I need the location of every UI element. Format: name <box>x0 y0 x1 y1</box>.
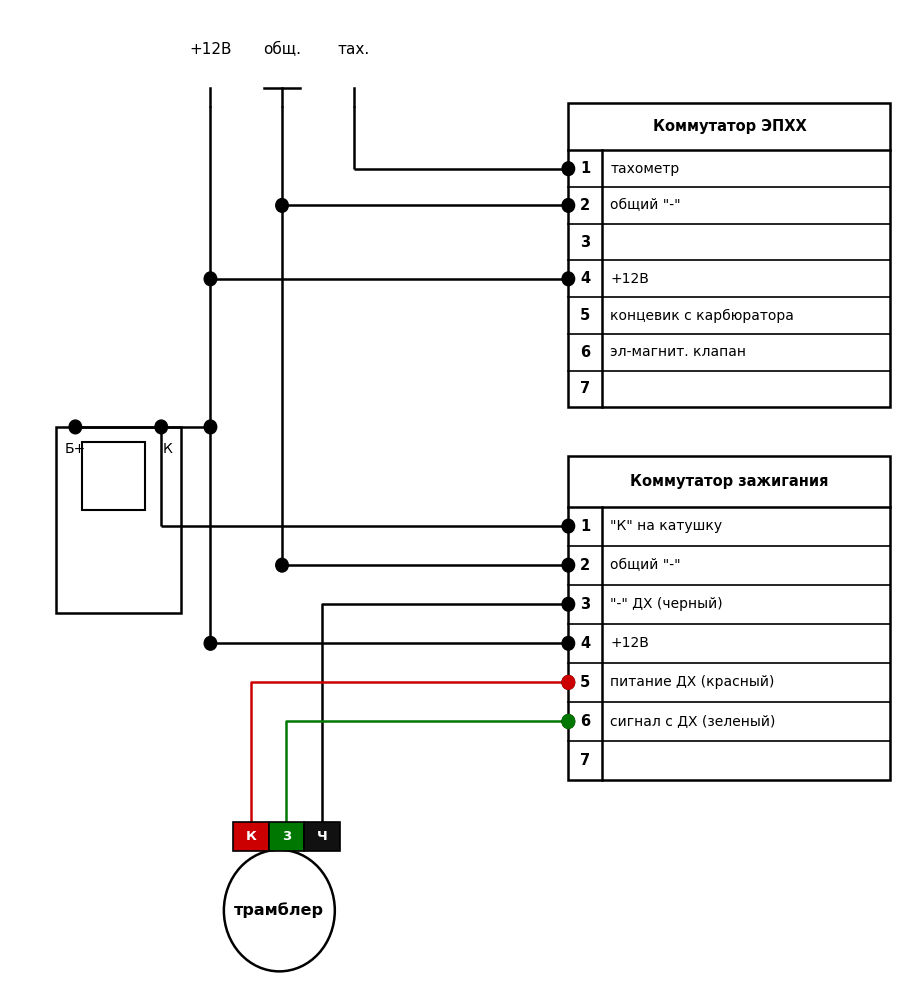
Circle shape <box>562 198 574 212</box>
Text: общ.: общ. <box>263 42 301 57</box>
Circle shape <box>562 520 574 533</box>
Text: концевик с карбюратора: концевик с карбюратора <box>611 308 794 322</box>
Circle shape <box>69 420 81 433</box>
Circle shape <box>562 598 574 611</box>
Text: 1: 1 <box>581 161 591 176</box>
Bar <box>568 456 890 780</box>
Text: 5: 5 <box>581 308 591 323</box>
Text: эл-магнит. клапан: эл-магнит. клапан <box>611 345 747 359</box>
Bar <box>82 441 145 511</box>
Text: Ч: Ч <box>317 830 328 843</box>
Text: 7: 7 <box>581 753 591 768</box>
Text: общий "-": общий "-" <box>611 198 681 212</box>
Text: трамблер: трамблер <box>235 903 324 918</box>
Text: +12В: +12В <box>611 272 649 286</box>
Text: 4: 4 <box>581 271 591 286</box>
Text: 3: 3 <box>581 234 591 249</box>
Circle shape <box>562 715 574 729</box>
Text: тахометр: тахометр <box>611 162 679 176</box>
Text: 2: 2 <box>581 198 591 213</box>
Text: 1: 1 <box>581 519 591 534</box>
Circle shape <box>276 559 289 572</box>
Text: общий "-": общий "-" <box>611 559 681 573</box>
Circle shape <box>562 676 574 690</box>
Text: 3: 3 <box>581 597 591 612</box>
Text: 7: 7 <box>581 381 591 396</box>
Text: Коммутатор зажигания: Коммутатор зажигания <box>630 473 829 488</box>
Circle shape <box>224 850 335 971</box>
Bar <box>56 426 181 614</box>
Text: "-" ДХ (черный): "-" ДХ (черный) <box>611 598 723 612</box>
Text: 4: 4 <box>581 636 591 651</box>
Circle shape <box>562 162 574 175</box>
Text: К: К <box>163 441 172 455</box>
Circle shape <box>562 272 574 285</box>
Bar <box>304 822 341 851</box>
Circle shape <box>562 676 574 690</box>
Bar <box>268 822 304 851</box>
Text: +12В: +12В <box>189 42 232 57</box>
Text: +12В: +12В <box>611 637 649 651</box>
Text: питание ДХ (красный): питание ДХ (красный) <box>611 676 775 690</box>
Text: 2: 2 <box>581 558 591 573</box>
Text: 6: 6 <box>581 714 591 729</box>
Text: сигнал с ДХ (зеленый): сигнал с ДХ (зеленый) <box>611 715 776 729</box>
Bar <box>233 822 268 851</box>
Text: 3: 3 <box>282 830 291 843</box>
Text: 5: 5 <box>581 675 591 690</box>
Text: Коммутатор ЭПХХ: Коммутатор ЭПХХ <box>653 119 806 134</box>
Text: "К" на катушку: "К" на катушку <box>611 520 722 534</box>
Text: 6: 6 <box>581 344 591 359</box>
Circle shape <box>205 420 216 433</box>
Circle shape <box>562 715 574 729</box>
Text: К: К <box>246 830 256 843</box>
Text: тах.: тах. <box>338 42 370 57</box>
Circle shape <box>205 637 216 651</box>
Circle shape <box>562 637 574 651</box>
Text: Б+: Б+ <box>65 441 86 455</box>
Circle shape <box>155 420 167 433</box>
Circle shape <box>562 559 574 572</box>
Circle shape <box>205 272 216 285</box>
Circle shape <box>276 198 289 212</box>
Bar <box>568 103 890 407</box>
